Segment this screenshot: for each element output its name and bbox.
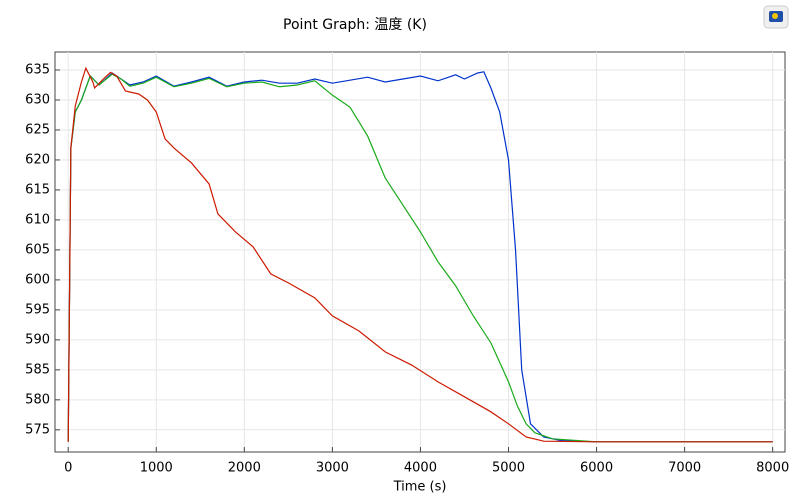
y-tick-label: 585 [25,362,50,377]
app-icon[interactable] [763,5,789,29]
y-tick-label: 590 [25,332,50,347]
y-tick-label: 635 [25,62,50,77]
y-tick-label: 600 [25,272,50,287]
x-tick-label: 8000 [756,461,789,476]
y-tick-label: 595 [25,302,50,317]
y-tick-label: 610 [25,212,50,227]
y-tick-label: 615 [25,182,50,197]
y-tick-label: 575 [25,422,50,437]
chart-title: Point Graph: 温度 (K) [283,17,427,33]
x-tick-label: 6000 [580,461,613,476]
y-tick-label: 625 [25,122,50,137]
x-tick-label: 0 [64,461,72,476]
x-tick-label: 3000 [316,461,349,476]
x-tick-label: 2000 [228,461,261,476]
data-line [67,73,773,443]
x-tick-label: 7000 [668,461,701,476]
y-tick-label: 580 [25,392,50,407]
x-axis-label: Time (s) [393,480,447,495]
x-tick-label: 5000 [492,461,525,476]
y-tick-label: 620 [25,152,50,167]
x-tick-label: 4000 [404,461,437,476]
y-tick-label: 630 [25,92,50,107]
x-tick-label: 1000 [140,461,173,476]
data-line [67,66,773,443]
y-tick-label: 605 [25,242,50,257]
